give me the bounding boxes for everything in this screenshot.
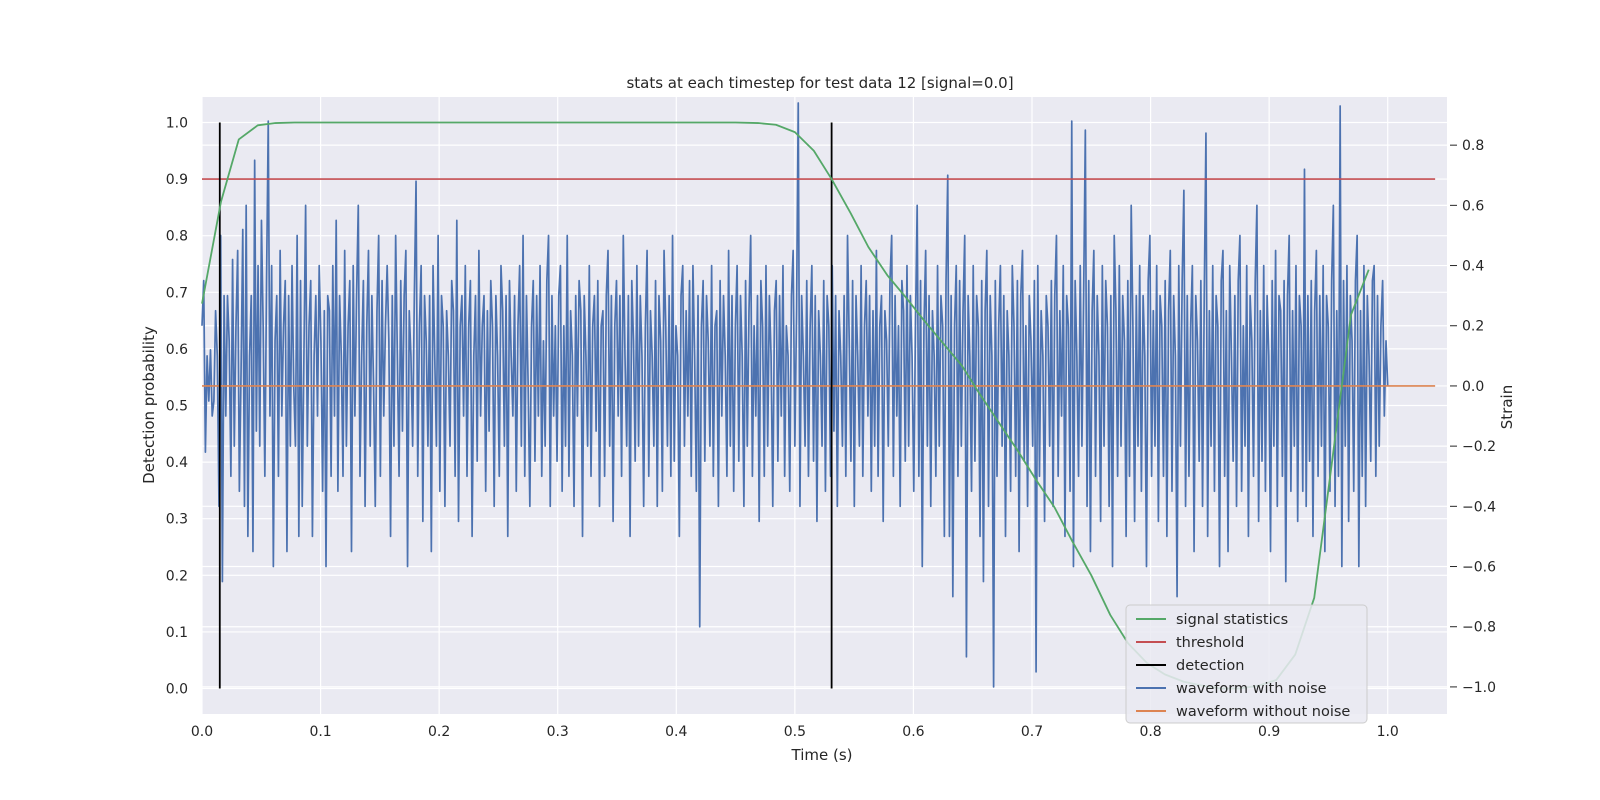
y-axis-label: Detection probability [140, 326, 158, 484]
legend-label: signal statistics [1176, 612, 1288, 628]
x-tick-label: 0.2 [428, 724, 450, 740]
x-tick-label: 1.0 [1377, 724, 1399, 740]
y2-tick-label: −1.0 [1462, 680, 1496, 696]
x-tick-label: 0.7 [1021, 724, 1043, 740]
y-tick-label: 0.5 [166, 399, 188, 415]
y-tick-label: 0.9 [166, 172, 188, 188]
x-tick-label: 0.5 [784, 724, 806, 740]
x-tick-label: 0.0 [191, 724, 213, 740]
y2-tick-label: −0.2 [1462, 439, 1496, 455]
x-tick-label: 0.9 [1258, 724, 1280, 740]
x-tick-label: 0.4 [665, 724, 687, 740]
x-tick-label: 0.3 [547, 724, 569, 740]
y-tick-label: 1.0 [166, 115, 188, 131]
x-axis-label: Time (s) [791, 746, 853, 764]
y-axis-ticks: 0.0 0.1 0.2 0.3 0.4 0.5 0.6 0.7 0.8 0.9 1.0 [166, 115, 188, 697]
y2-tick-label: −0.4 [1462, 499, 1496, 515]
chart-title: stats at each timestep for test data 12 … [626, 74, 1013, 92]
y2-tick-label: 0.0 [1462, 379, 1484, 395]
y2-tick-label: 0.6 [1462, 198, 1484, 214]
y2-tick-label: 0.2 [1462, 319, 1484, 335]
series-waveform-with-noise [201, 102, 1389, 688]
y2-tick-label: 0.4 [1462, 259, 1484, 275]
legend-label: detection [1176, 658, 1244, 674]
y2-axis-label: Strain [1498, 385, 1516, 429]
y-tick-label: 0.8 [166, 229, 188, 245]
y-tick-label: 0.3 [166, 512, 188, 528]
y2-tick-label: 0.8 [1462, 138, 1484, 154]
legend-label: waveform with noise [1176, 681, 1327, 697]
y2-tick-label: −0.6 [1462, 560, 1496, 576]
legend-label: threshold [1176, 635, 1244, 651]
legend-box [1125, 604, 1368, 724]
y-tick-label: 0.1 [166, 625, 188, 641]
x-tick-label: 0.8 [1139, 724, 1161, 740]
x-tick-label: 0.1 [309, 724, 331, 740]
y-tick-label: 0.0 [166, 682, 188, 698]
legend: signal statistics threshold detection wavef… [1125, 604, 1368, 724]
y-tick-label: 0.6 [166, 342, 188, 358]
legend-label: waveform without noise [1176, 704, 1350, 720]
x-axis-ticks: 0.0 0.1 0.2 0.3 0.4 0.5 0.6 0.7 0.8 0.9 1.0 [191, 724, 1399, 740]
y-tick-label: 0.4 [166, 455, 188, 471]
y-tick-label: 0.7 [166, 285, 188, 301]
y2-tick-label: −0.8 [1462, 620, 1496, 636]
y-tick-label: 0.2 [166, 568, 188, 584]
x-tick-label: 0.6 [902, 724, 924, 740]
y2-axis-ticks: −1.0 −0.8 −0.6 −0.4 −0.2 0.0 0.2 0.4 0.6 0.8 [1450, 138, 1496, 696]
